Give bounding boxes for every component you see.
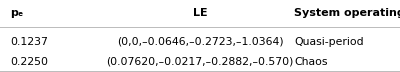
Text: (0.07620,–0.0217,–0.2882,–0.570): (0.07620,–0.0217,–0.2882,–0.570) (106, 57, 294, 67)
Text: pₑ: pₑ (10, 8, 23, 18)
Text: Quasi-period: Quasi-period (294, 37, 364, 47)
Text: 0.2250: 0.2250 (10, 57, 48, 67)
Text: LE: LE (193, 8, 207, 18)
Text: (0,0,–0.0646,–0.2723,–1.0364): (0,0,–0.0646,–0.2723,–1.0364) (117, 37, 283, 47)
Text: System operating status: System operating status (294, 8, 400, 18)
Text: Chaos: Chaos (294, 57, 328, 67)
Text: 0.1237: 0.1237 (10, 37, 48, 47)
